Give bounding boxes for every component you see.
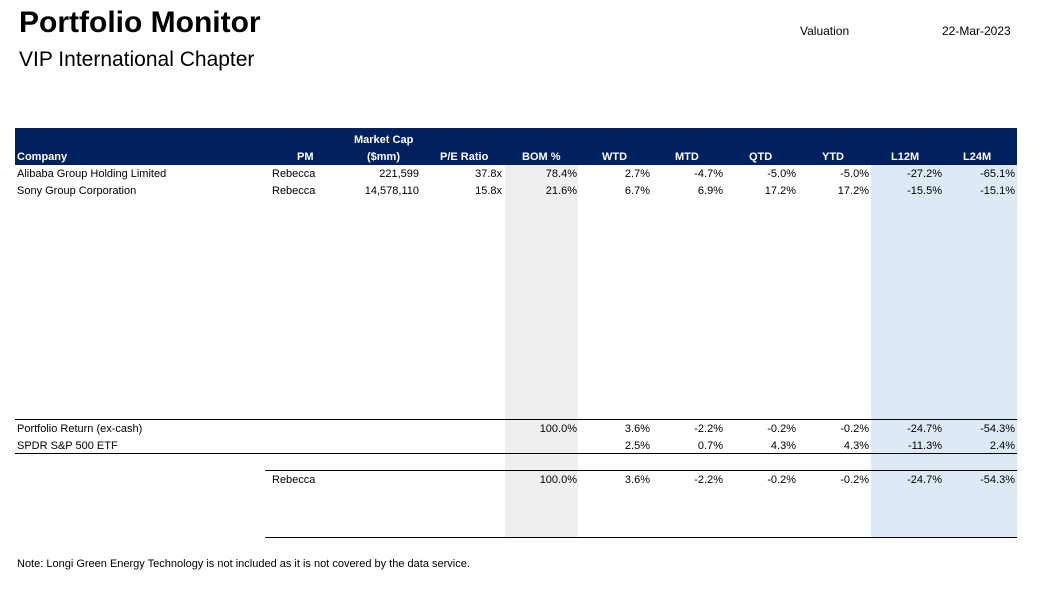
wtd-return: 2.5% bbox=[624, 440, 650, 452]
market-cap: 221,599 bbox=[379, 168, 419, 180]
bom-pct: 21.6% bbox=[545, 185, 577, 197]
bom-pct: 100.0% bbox=[539, 423, 577, 435]
company-name: Alibaba Group Holding Limited bbox=[17, 168, 167, 180]
col-mtd: MTD bbox=[675, 151, 699, 163]
pm-name: Rebecca bbox=[272, 168, 316, 180]
l24m-return: 2.4% bbox=[989, 440, 1015, 452]
ytd-return: -0.2% bbox=[840, 423, 869, 435]
ytd-return: -0.2% bbox=[840, 474, 869, 486]
col-market-cap-line2: ($mm) bbox=[367, 151, 401, 163]
pe-ratio: 15.8x bbox=[475, 185, 502, 197]
l12m-return: -24.7% bbox=[907, 423, 942, 435]
portfolio-return-label: Portfolio Return (ex-cash) bbox=[17, 423, 143, 435]
col-market-cap-line1: Market Cap bbox=[354, 134, 414, 146]
valuation-label: Valuation bbox=[800, 24, 850, 38]
ytd-return: 17.2% bbox=[837, 185, 869, 197]
l24m-return: -15.1% bbox=[980, 185, 1015, 197]
bom-pct: 100.0% bbox=[539, 474, 577, 486]
ytd-return: -5.0% bbox=[840, 168, 869, 180]
l24m-return: -54.3% bbox=[980, 474, 1015, 486]
ytd-return: 4.3% bbox=[843, 440, 869, 452]
qtd-return: 4.3% bbox=[770, 440, 796, 452]
l12m-return: -27.2% bbox=[907, 168, 942, 180]
mtd-return: 6.9% bbox=[697, 185, 723, 197]
col-qtd: QTD bbox=[749, 151, 773, 163]
qtd-return: -0.2% bbox=[767, 474, 796, 486]
col-ytd: YTD bbox=[822, 151, 844, 163]
mtd-return: 0.7% bbox=[697, 440, 723, 452]
l12m-return: -24.7% bbox=[907, 474, 942, 486]
mtd-return: -2.2% bbox=[694, 423, 723, 435]
col-pe-ratio: P/E Ratio bbox=[440, 151, 489, 163]
wtd-return: 2.7% bbox=[624, 168, 650, 180]
wtd-return: 3.6% bbox=[624, 423, 650, 435]
col-bom: BOM % bbox=[522, 151, 561, 163]
col-l24m: L24M bbox=[963, 151, 992, 163]
mtd-return: -2.2% bbox=[694, 474, 723, 486]
col-l12m: L12M bbox=[891, 151, 920, 163]
wtd-return: 3.6% bbox=[624, 474, 650, 486]
company-name: Sony Group Corporation bbox=[17, 185, 137, 197]
bom-column-shading bbox=[505, 165, 578, 538]
footnote: Note: Longi Green Energy Technology is n… bbox=[17, 558, 470, 570]
table-header: Company PM Market Cap ($mm) P/E Ratio BO… bbox=[15, 128, 1017, 165]
trailing-returns-shading bbox=[871, 165, 1017, 538]
pm-name: Rebecca bbox=[272, 185, 316, 197]
benchmark-label: SPDR S&P 500 ETF bbox=[17, 440, 118, 452]
qtd-return: -0.2% bbox=[767, 423, 796, 435]
valuation-date: 22-Mar-2023 bbox=[942, 24, 1011, 38]
col-wtd: WTD bbox=[602, 151, 628, 163]
col-company: Company bbox=[17, 151, 68, 163]
qtd-return: 17.2% bbox=[764, 185, 796, 197]
l12m-return: -11.3% bbox=[907, 440, 942, 452]
market-cap: 14,578,110 bbox=[364, 185, 419, 197]
l24m-return: -65.1% bbox=[980, 168, 1015, 180]
page-subtitle: VIP International Chapter bbox=[19, 48, 255, 71]
pm-name: Rebecca bbox=[272, 474, 316, 486]
divider-line bbox=[265, 470, 1017, 471]
divider-line bbox=[265, 537, 1017, 538]
page-title: Portfolio Monitor bbox=[19, 6, 261, 39]
divider-line bbox=[15, 453, 1017, 454]
bom-pct: 78.4% bbox=[545, 168, 577, 180]
divider-line bbox=[15, 419, 1017, 420]
qtd-return: -5.0% bbox=[767, 168, 796, 180]
l24m-return: -54.3% bbox=[980, 423, 1015, 435]
mtd-return: -4.7% bbox=[694, 168, 723, 180]
pe-ratio: 37.8x bbox=[475, 168, 502, 180]
l12m-return: -15.5% bbox=[907, 185, 942, 197]
col-pm: PM bbox=[297, 151, 314, 163]
wtd-return: 6.7% bbox=[624, 185, 650, 197]
